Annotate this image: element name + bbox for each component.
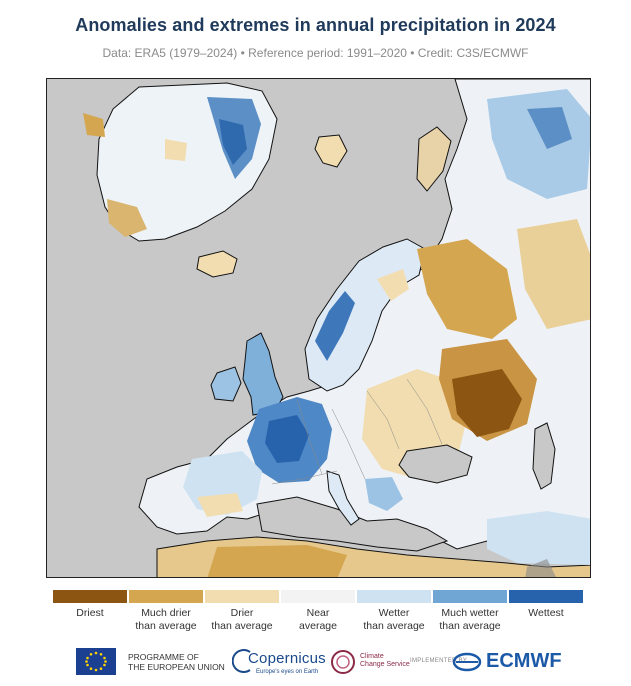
c3s-text-line1: Climate bbox=[360, 653, 384, 660]
legend-label-wetter: Wetter than average bbox=[357, 607, 431, 633]
legend-label-drier: Drier than average bbox=[205, 607, 279, 633]
balkans-wet-region bbox=[365, 477, 403, 511]
iberia-dry-south bbox=[197, 493, 243, 517]
legend-label-line1: Drier bbox=[230, 607, 254, 619]
legend-label-near-average: Near average bbox=[281, 607, 355, 633]
legend-label-line1: Driest bbox=[76, 607, 104, 619]
implemented-by-text: IMPLEMENTED BY bbox=[410, 658, 468, 664]
c3s-text-line2: Change Service bbox=[360, 661, 410, 668]
country-borders bbox=[271, 378, 443, 485]
ireland-landmass bbox=[210, 366, 242, 402]
legend-label-line2: average bbox=[299, 620, 337, 632]
north-africa-much-drier bbox=[207, 545, 347, 577]
eu-programme-text: PROGRAMME OF THE EUROPEAN UNION bbox=[128, 652, 225, 672]
legend-label-line1: Wetter bbox=[378, 607, 410, 619]
page-subtitle: Data: ERA5 (1979–2024) • Reference perio… bbox=[102, 46, 529, 60]
greenland-drier-patch bbox=[165, 139, 187, 161]
central-asia-drier-region bbox=[517, 219, 590, 329]
legend-label-line2: than average bbox=[135, 620, 197, 632]
legend-swatch-drier bbox=[205, 590, 279, 603]
copernicus-arc-icon bbox=[232, 649, 251, 673]
ecmwf-logo-text: ECMWF bbox=[486, 650, 562, 672]
black-sea bbox=[398, 444, 473, 484]
legend-label-wettest: Wettest bbox=[509, 607, 583, 620]
legend-swatch-much-wetter bbox=[433, 590, 507, 603]
page-title: Anomalies and extremes in annual precipi… bbox=[75, 15, 556, 35]
legend-label-much-drier: Much drier than average bbox=[129, 607, 203, 633]
legend-swatch-near-average bbox=[281, 590, 355, 603]
legend-label-line1: Wettest bbox=[528, 607, 564, 619]
legend-label-line2: than average bbox=[363, 620, 425, 632]
legend-label-line2: than average bbox=[439, 620, 501, 632]
italy-landmass bbox=[326, 470, 360, 526]
legend-label-line1: Much drier bbox=[141, 607, 191, 619]
ecmwf-globe-icon bbox=[452, 652, 482, 672]
russia-much-drier-region bbox=[417, 239, 517, 339]
map-legend: Driest Much drier than average Drier tha… bbox=[53, 590, 583, 632]
copernicus-logo-text: Copernicus bbox=[248, 650, 326, 667]
legend-label-driest: Driest bbox=[53, 607, 127, 620]
no-data-hatch-region bbox=[525, 559, 556, 577]
iceland-landmass bbox=[196, 250, 238, 278]
copernicus-tagline: Europe's eyes on Earth bbox=[256, 669, 319, 675]
climate-change-service-icon bbox=[331, 650, 355, 674]
legend-swatch-much-drier bbox=[129, 590, 203, 603]
legend-swatch-wettest bbox=[509, 590, 583, 603]
greenland-west-dry bbox=[83, 113, 105, 137]
greenland-dry-south bbox=[107, 199, 147, 237]
legend-swatch-wetter bbox=[357, 590, 431, 603]
france-wettest-region bbox=[265, 415, 309, 463]
map-canvas bbox=[47, 79, 590, 577]
legend-label-line2: than average bbox=[211, 620, 273, 632]
legend-label-line1: Much wetter bbox=[441, 607, 499, 619]
caspian-sea bbox=[532, 422, 556, 490]
c3s-logo-text: Climate Change Service bbox=[360, 653, 410, 669]
svalbard-landmass bbox=[314, 134, 348, 168]
novaya-zemlya bbox=[416, 126, 452, 192]
precipitation-anomaly-map bbox=[46, 78, 591, 578]
legend-swatch-driest bbox=[53, 590, 127, 603]
eu-text-line2: THE EUROPEAN UNION bbox=[128, 662, 225, 672]
greenland-wettest-region bbox=[219, 119, 247, 165]
russia-driest-region bbox=[452, 369, 522, 437]
logo-bar: PROGRAMME OF THE EUROPEAN UNION Copernic… bbox=[0, 646, 631, 682]
eu-text-line1: PROGRAMME OF bbox=[128, 652, 199, 662]
norway-wet-region bbox=[315, 291, 355, 361]
finland-drier-region bbox=[377, 269, 409, 301]
far-northeast-wettest-patch bbox=[527, 107, 572, 149]
legend-label-line1: Near bbox=[306, 607, 330, 619]
legend-label-much-wetter: Much wetter than average bbox=[433, 607, 507, 633]
middle-east-wet-region bbox=[487, 511, 590, 565]
eu-flag-icon bbox=[76, 648, 116, 675]
